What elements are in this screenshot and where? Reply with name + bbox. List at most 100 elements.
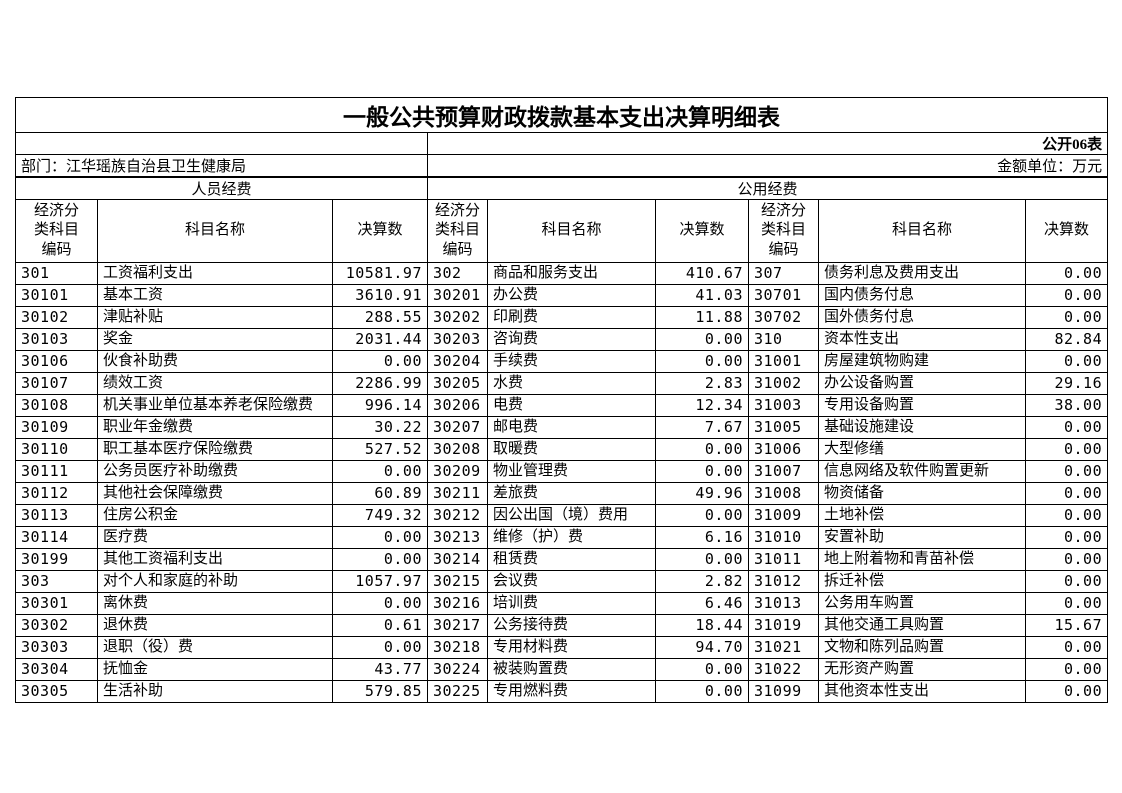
amount-cell: 60.89 (332, 482, 428, 505)
subject-name-cell: 资本性支出 (818, 328, 1026, 351)
subject-name-cell: 对个人和家庭的补助 (97, 570, 333, 593)
header-name-2: 科目名称 (487, 199, 656, 263)
amount-cell: 0.00 (1024, 438, 1109, 461)
code-cell: 31021 (748, 636, 819, 659)
code-cell: 302 (427, 262, 488, 285)
subject-name-cell: 地上附着物和青苗补偿 (818, 548, 1026, 571)
subject-name-cell: 债务利息及费用支出 (818, 262, 1026, 285)
page-title: 一般公共预算财政拨款基本支出决算明细表 (14, 97, 1109, 133)
amount-cell: 0.00 (655, 438, 749, 461)
code-cell: 30214 (427, 548, 488, 571)
code-cell: 31012 (748, 570, 819, 593)
code-cell: 30225 (427, 680, 488, 703)
table-row: 30303 退职（役）费 0.00 30218 专用材料费 94.70 31021 文物和陈列… (15, 636, 1109, 659)
table-row: 30113 住房公积金 749.32 30212 因公出国（境）费用 0.00 31009 土… (15, 504, 1109, 527)
amount-cell: 2286.99 (332, 372, 428, 395)
subject-name-cell: 机关事业单位基本养老保险缴费 (97, 394, 333, 417)
amount-cell: 0.00 (655, 460, 749, 483)
amount-cell: 527.52 (332, 438, 428, 461)
amount-cell: 0.00 (332, 548, 428, 571)
amount-cell: 82.84 (1024, 328, 1109, 351)
table-row: 303 对个人和家庭的补助 1057.97 30215 会议费 2.82 31012 拆迁补偿… (15, 570, 1109, 593)
header-amount-1: 决算数 (332, 199, 428, 263)
amount-cell: 29.16 (1024, 372, 1109, 395)
header-row: 经济分 类科目 编码 科目名称 决算数 经济分 类科目 编码 科目名称 决算数 … (15, 199, 1109, 263)
code-cell: 30211 (427, 482, 488, 505)
code-cell: 31001 (748, 350, 819, 373)
header-code-3: 经济分 类科目 编码 (748, 199, 819, 263)
code-cell: 31009 (748, 504, 819, 527)
subject-name-cell: 安置补助 (818, 526, 1026, 549)
table-row: 30101 基本工资 3610.91 30201 办公费 41.03 30701 国内债务付息… (15, 284, 1109, 307)
subject-name-cell: 专用燃料费 (487, 680, 656, 703)
amount-cell: 6.16 (655, 526, 749, 549)
department-label: 部门：江华瑶族自治县卫生健康局 (15, 154, 428, 178)
subject-name-cell: 其他社会保障缴费 (97, 482, 333, 505)
amount-cell: 10581.97 (332, 262, 428, 285)
amount-cell: 0.00 (655, 328, 749, 351)
amount-cell: 43.77 (332, 658, 428, 681)
amount-cell: 1057.97 (332, 570, 428, 593)
subject-name-cell: 专用设备购置 (818, 394, 1026, 417)
amount-cell: 0.00 (655, 680, 749, 703)
amount-cell: 15.67 (1024, 614, 1109, 637)
meta-row: 部门：江华瑶族自治县卫生健康局 金额单位：万元 (15, 154, 1109, 178)
code-cell: 301 (15, 262, 98, 285)
doc-label-spacer (15, 132, 428, 155)
subject-name-cell: 咨询费 (487, 328, 656, 351)
subject-name-cell: 住房公积金 (97, 504, 333, 527)
amount-cell: 0.00 (1024, 416, 1109, 439)
header-amount-2: 决算数 (655, 199, 749, 263)
code-cell: 30109 (15, 416, 98, 439)
subject-name-cell: 津贴补贴 (97, 306, 333, 329)
code-cell: 30217 (427, 614, 488, 637)
code-cell: 31011 (748, 548, 819, 571)
subject-name-cell: 其他资本性支出 (818, 680, 1026, 703)
subject-name-cell: 手续费 (487, 350, 656, 373)
amount-cell: 12.34 (655, 394, 749, 417)
table-row: 30108 机关事业单位基本养老保险缴费 996.14 30206 电费 12.34 310… (15, 394, 1109, 417)
code-cell: 307 (748, 262, 819, 285)
subject-name-cell: 公务员医疗补助缴费 (97, 460, 333, 483)
amount-cell: 0.00 (655, 658, 749, 681)
subject-name-cell: 信息网络及软件购置更新 (818, 460, 1026, 483)
subject-name-cell: 其他交通工具购置 (818, 614, 1026, 637)
amount-cell: 18.44 (655, 614, 749, 637)
amount-cell: 0.00 (1024, 526, 1109, 549)
table-row: 30302 退休费 0.61 30217 公务接待费 18.44 31019 其他交通工具购置… (15, 614, 1109, 637)
amount-cell: 579.85 (332, 680, 428, 703)
table-row: 30199 其他工资福利支出 0.00 30214 租赁费 0.00 31011 地上附着物和… (15, 548, 1109, 571)
code-cell: 30107 (15, 372, 98, 395)
code-cell: 30199 (15, 548, 98, 571)
code-cell: 30212 (427, 504, 488, 527)
subject-name-cell: 退休费 (97, 614, 333, 637)
code-cell: 30113 (15, 504, 98, 527)
code-cell: 30203 (427, 328, 488, 351)
code-cell: 30111 (15, 460, 98, 483)
subject-name-cell: 职业年金缴费 (97, 416, 333, 439)
amount-cell: 7.67 (655, 416, 749, 439)
subject-name-cell: 物资储备 (818, 482, 1026, 505)
code-cell: 310 (748, 328, 819, 351)
table-row: 301 工资福利支出 10581.97 302 商品和服务支出 410.67 307 债务利息… (15, 262, 1109, 285)
amount-cell: 2.82 (655, 570, 749, 593)
table-row: 30107 绩效工资 2286.99 30205 水费 2.83 31002 办公设备购置 29… (15, 372, 1109, 395)
amount-cell: 0.00 (1024, 504, 1109, 527)
subject-name-cell: 会议费 (487, 570, 656, 593)
code-cell: 31007 (748, 460, 819, 483)
amount-cell: 2031.44 (332, 328, 428, 351)
table-row: 30112 其他社会保障缴费 60.89 30211 差旅费 49.96 31008 物资储备… (15, 482, 1109, 505)
amount-cell: 0.00 (1024, 548, 1109, 571)
amount-cell: 288.55 (332, 306, 428, 329)
code-cell: 30114 (15, 526, 98, 549)
code-cell: 31019 (748, 614, 819, 637)
code-cell: 31013 (748, 592, 819, 615)
code-cell: 30102 (15, 306, 98, 329)
header-amount-3: 决算数 (1024, 199, 1109, 263)
amount-cell: 0.00 (655, 504, 749, 527)
table-row: 30106 伙食补助费 0.00 30204 手续费 0.00 31001 房屋建筑物购建 0.… (15, 350, 1109, 373)
amount-cell: 49.96 (655, 482, 749, 505)
section-row: 人员经费 公用经费 (15, 176, 1109, 200)
subject-name-cell: 土地补偿 (818, 504, 1026, 527)
amount-cell: 3610.91 (332, 284, 428, 307)
